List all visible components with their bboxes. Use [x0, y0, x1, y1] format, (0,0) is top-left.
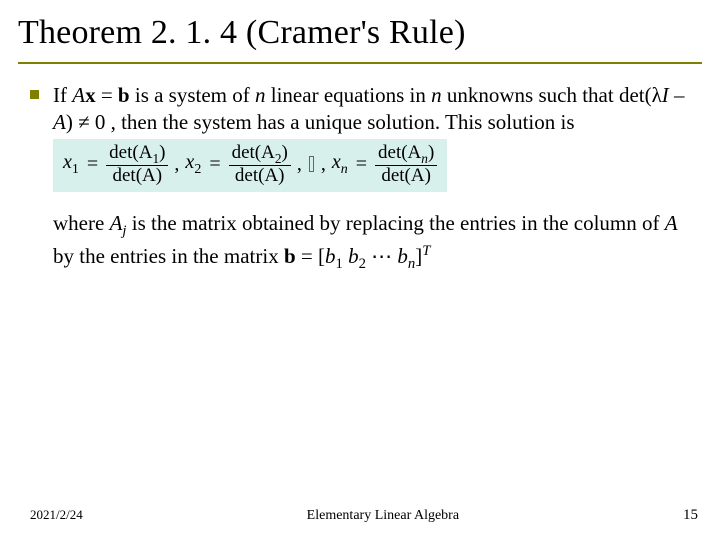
footer-date: 2021/2/24 [30, 507, 83, 523]
slide-title: Theorem 2. 1. 4 (Cramer's Rule) [18, 14, 702, 52]
ellipsis-icon [309, 156, 314, 172]
where-text: where Aj is the matrix obtained by repla… [30, 210, 698, 274]
slide-content: If Ax = b is a system of n linear equati… [0, 64, 720, 274]
theorem-text: If Ax = b is a system of n linear equati… [53, 82, 698, 196]
bullet-icon [30, 90, 39, 99]
formula-box: x1 = det(A1) det(A) , x2 = det(A2) det(A… [53, 139, 447, 193]
footer-page-number: 15 [683, 507, 698, 524]
slide-footer: 2021/2/24 Elementary Linear Algebra 15 [0, 507, 720, 524]
footer-title: Elementary Linear Algebra [83, 508, 683, 524]
